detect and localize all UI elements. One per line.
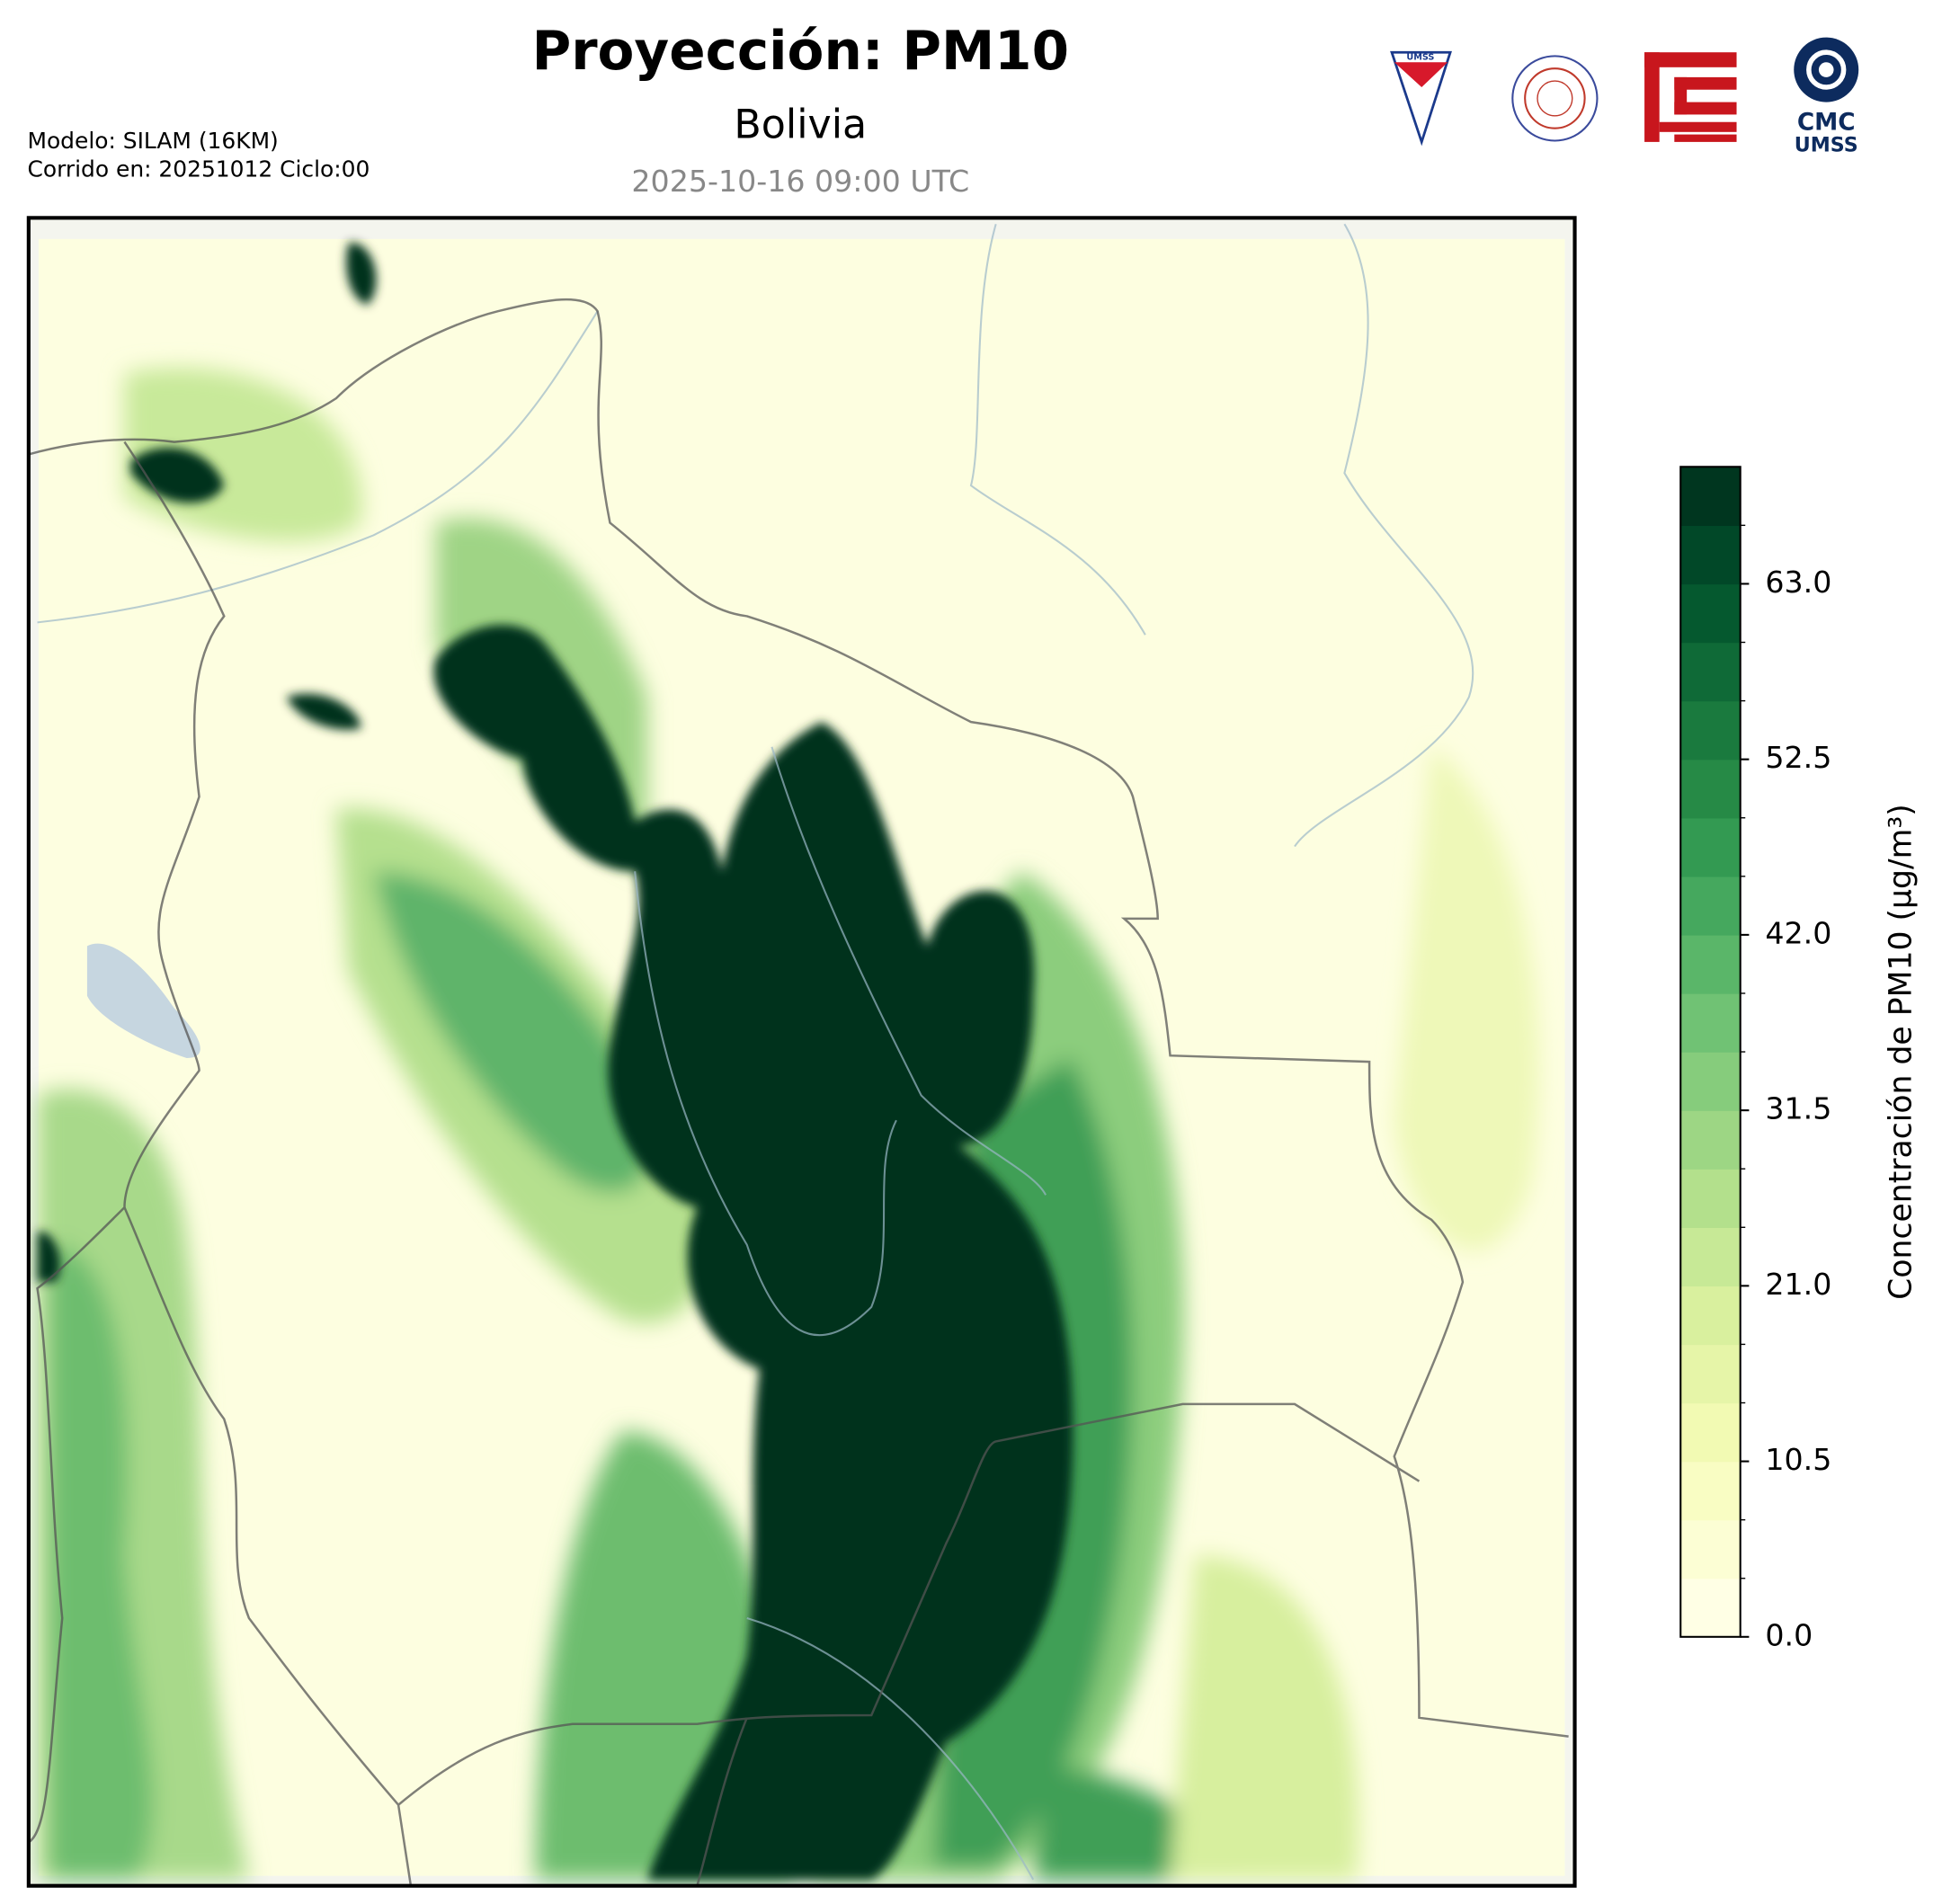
colorbar-band [1680, 1052, 1741, 1111]
colorbar-band [1680, 700, 1741, 761]
colorbar-band [1680, 992, 1741, 1053]
colorbar-band [1680, 467, 1741, 527]
rivers [37, 223, 1474, 1881]
lake [86, 943, 200, 1058]
colorbar-label: Concentración de PM10 (µg/m³) [1884, 804, 1920, 1300]
logo-fisica [1511, 55, 1599, 142]
logo-cmc: CMC UMSS [1794, 37, 1859, 157]
tick-label: 21.0 [1765, 1267, 1831, 1302]
run-info: Corrido en: 20251012 Ciclo:00 [27, 156, 370, 182]
colorbar: 0.0 10.5 21.0 31.5 42.0 52.5 63.0 [1679, 466, 1831, 1652]
subtitle: Bolivia [734, 102, 867, 147]
colorbar-band [1680, 1461, 1741, 1521]
colorbar-band [1680, 1578, 1741, 1638]
logo-red [1644, 52, 1737, 142]
colorbar-band [1680, 642, 1741, 702]
colorbar-frame [1679, 466, 1742, 1638]
tick-label: 63.0 [1765, 565, 1831, 600]
chart-title: Proyección: PM10 [532, 21, 1069, 83]
colorbar-band [1680, 1286, 1741, 1346]
logo-text: UMSS [1406, 53, 1434, 63]
colorbar-band [1680, 1402, 1741, 1463]
colorbar-band [1680, 817, 1741, 877]
colorbar-band [1680, 1344, 1741, 1404]
tick-label: 42.0 [1765, 915, 1831, 950]
map-frame [26, 216, 1577, 1888]
colorbar-band [1680, 525, 1741, 585]
map [28, 218, 1575, 1886]
colorbar-band [1680, 876, 1741, 936]
tick-label: 52.5 [1765, 740, 1831, 775]
logo-text: UMSS [1795, 134, 1858, 157]
tick-label: 31.5 [1765, 1091, 1831, 1126]
model-info: Modelo: SILAM (16KM) [27, 128, 278, 154]
colorbar-band [1680, 759, 1741, 819]
tick-label: 10.5 [1765, 1442, 1831, 1477]
colorbar-band [1680, 1169, 1741, 1228]
colorbar-band [1680, 1519, 1741, 1579]
borders [28, 298, 1569, 1886]
date: 2025-10-16 09:00 UTC [631, 164, 969, 199]
colorbar-band [1680, 583, 1741, 644]
colorbar-band [1680, 1110, 1741, 1170]
tick-label: 0.0 [1765, 1617, 1813, 1652]
colorbar-band [1680, 934, 1741, 994]
colorbar-band [1680, 1227, 1741, 1287]
logo-text: CMC [1797, 110, 1856, 137]
logo-umss: UMSS [1390, 50, 1452, 147]
